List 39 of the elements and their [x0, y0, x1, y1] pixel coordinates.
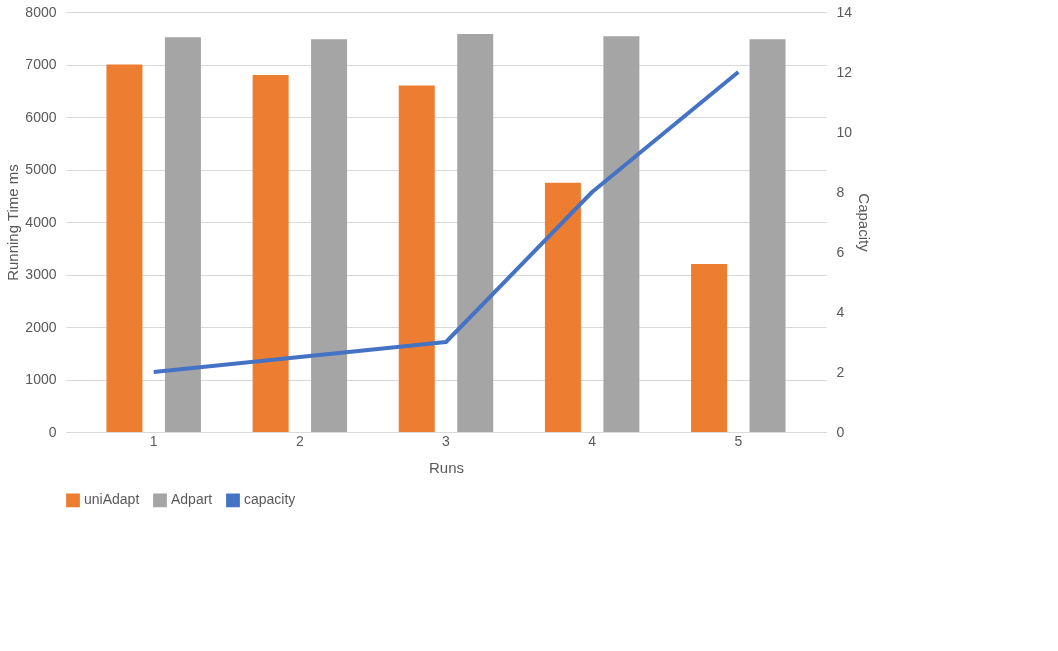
x-tick-label: 1	[149, 432, 158, 449]
bar	[544, 182, 581, 432]
y2-tick-label: 8	[836, 183, 845, 200]
x-axis-title: Runs	[428, 458, 465, 476]
bar	[252, 75, 289, 432]
y-tick-label: 3000	[25, 266, 57, 282]
bar	[398, 85, 435, 432]
bar	[164, 37, 201, 432]
x-tick-label: 2	[295, 432, 304, 449]
bar	[691, 264, 728, 432]
line-series	[151, 70, 741, 374]
bar	[749, 39, 786, 432]
legend-label: Adpart	[171, 491, 213, 508]
legend-label: uniAdapt	[84, 491, 140, 508]
y2-tick-label: 12	[836, 63, 853, 80]
bar	[603, 36, 640, 432]
y-tick-label: 6000	[25, 108, 57, 125]
y-tick-label: 5000	[25, 161, 57, 177]
bar	[311, 39, 348, 432]
y-tick-label: 4000	[25, 213, 57, 230]
y2-axis-title: Capacity	[856, 193, 874, 253]
y2-tick-label: 0	[836, 423, 845, 440]
x-tick-label: 5	[734, 432, 743, 449]
bar	[106, 64, 143, 432]
x-tick-label: 4	[588, 432, 597, 449]
y2-tick-label: 10	[836, 123, 853, 140]
y2-tick-label: 2	[836, 363, 845, 380]
y-tick-label: 0	[48, 423, 57, 440]
y2-tick-label: 4	[836, 303, 845, 320]
x-tick-label: 3	[442, 432, 451, 449]
legend-label: capacity	[244, 491, 296, 508]
y-axis-title: Running Time ms	[4, 164, 22, 281]
y-tick-label: 8000	[25, 3, 57, 20]
y2-tick-label: 14	[836, 3, 853, 20]
bar	[457, 34, 494, 432]
y-tick-label: 7000	[25, 56, 57, 72]
y-tick-label: 1000	[25, 371, 57, 387]
y-tick-label: 2000	[25, 318, 57, 335]
y2-tick-label: 6	[836, 243, 845, 260]
